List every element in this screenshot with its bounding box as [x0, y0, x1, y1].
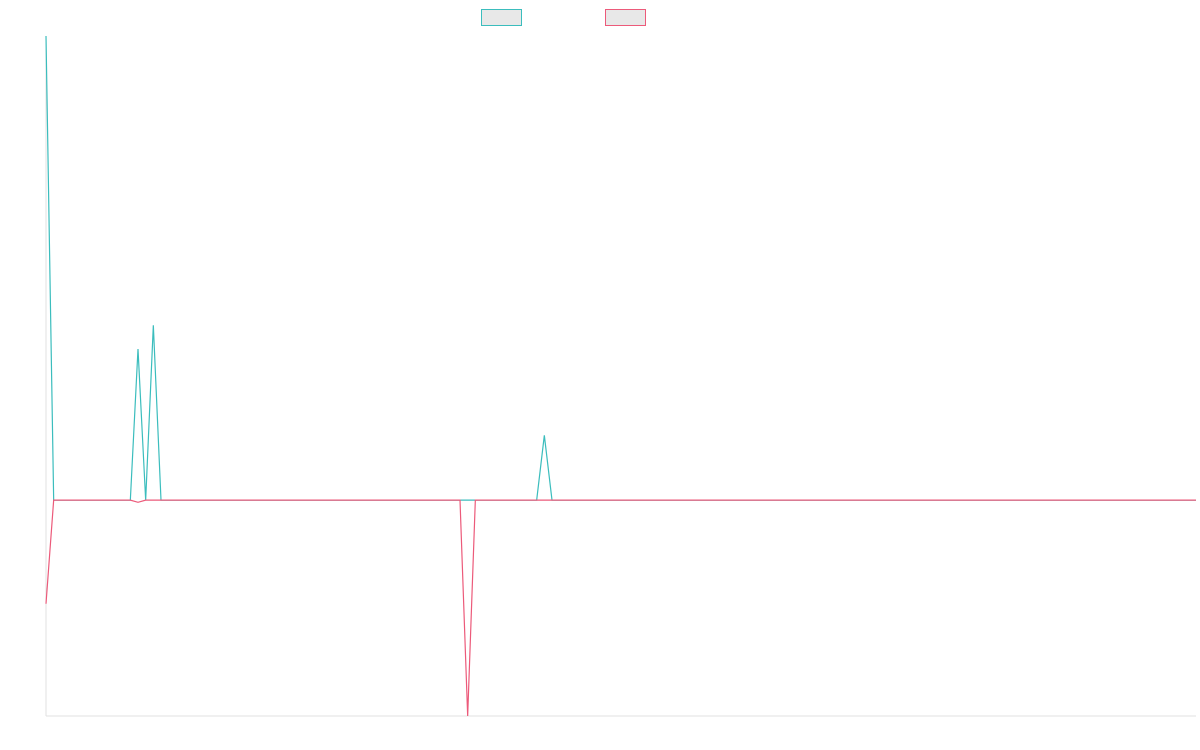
- axes: [45, 36, 1196, 717]
- series-line-1: [45, 35, 1196, 501]
- series-line-2: [45, 499, 1196, 717]
- legend-swatch-2[interactable]: [605, 9, 646, 26]
- legend-swatch-1[interactable]: [481, 9, 522, 26]
- legend: [481, 9, 646, 26]
- series-layer: [45, 35, 1196, 717]
